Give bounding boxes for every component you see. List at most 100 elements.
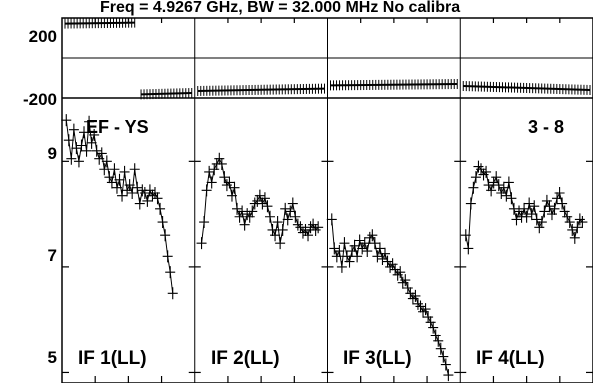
amp-line	[65, 120, 174, 294]
amp-point	[267, 223, 278, 236]
amp-point	[475, 163, 486, 176]
amp-point	[418, 305, 429, 318]
amp-point	[549, 202, 560, 215]
amp-point	[341, 250, 352, 263]
amp-point	[483, 179, 494, 192]
amplitude-series	[61, 114, 588, 382]
amp-point	[564, 216, 575, 229]
amp-point	[354, 234, 365, 247]
amp-point	[101, 155, 112, 168]
amp-point	[395, 266, 406, 279]
amp-point	[295, 221, 306, 234]
amp-point	[106, 176, 117, 189]
amp-point	[262, 200, 273, 213]
amp-point	[405, 287, 416, 300]
amp-point	[254, 189, 265, 202]
amp-point	[524, 197, 535, 210]
amp-point	[514, 205, 525, 218]
amp-point	[117, 189, 128, 202]
amp-point	[285, 205, 296, 218]
amp-point	[264, 210, 275, 223]
amp-point	[61, 114, 72, 127]
phase-series	[64, 17, 591, 100]
amp-point	[209, 163, 220, 176]
amp-point	[501, 189, 512, 202]
amp-tick-label-9: 9	[48, 144, 57, 163]
amp-point	[412, 297, 423, 310]
amp-point	[478, 168, 489, 181]
amp-point	[557, 197, 568, 210]
amp-point	[387, 258, 398, 271]
amp-point	[308, 218, 319, 231]
amp-point	[534, 221, 545, 234]
amp-point	[428, 321, 439, 334]
amp-point	[242, 208, 253, 221]
amp-point	[79, 126, 90, 139]
amp-point	[239, 218, 250, 231]
axis-tick-labels: 200 -200 9 7 5	[23, 27, 57, 367]
amp-point	[244, 210, 255, 223]
amp-point	[334, 245, 345, 258]
amp-point	[221, 179, 232, 192]
amp-point	[364, 231, 375, 244]
amp-point	[552, 192, 563, 205]
amp-point	[336, 260, 347, 273]
amp-tick-label-5: 5	[48, 348, 57, 367]
amp-point	[81, 144, 92, 157]
amp-point	[488, 176, 499, 189]
panel-label-if3: IF 3(LL)	[343, 348, 412, 369]
amp-point	[280, 202, 291, 215]
amp-point	[132, 181, 143, 194]
amp-point	[460, 229, 471, 242]
amp-point	[303, 229, 314, 242]
amp-point	[390, 263, 401, 276]
amp-point	[204, 165, 215, 178]
annotations: EF - YS 3 - 8 IF 1(LL) IF 2(LL) IF 3(LL)…	[78, 117, 564, 369]
amp-point	[425, 316, 436, 329]
amp-point	[369, 237, 380, 250]
amp-point	[392, 268, 403, 281]
amp-point	[531, 213, 542, 226]
amp-point	[270, 229, 281, 242]
amp-point	[96, 147, 107, 160]
phase-tick-label-top: 200	[29, 27, 57, 46]
amp-point	[165, 266, 176, 279]
amp-point	[541, 194, 552, 207]
amp-point	[521, 210, 532, 223]
amp-point	[229, 181, 240, 194]
amp-point	[237, 205, 248, 218]
amp-point	[152, 192, 163, 205]
amp-point	[430, 329, 441, 342]
amp-point	[226, 189, 237, 202]
amp-point	[84, 115, 95, 128]
amp-point	[438, 350, 449, 363]
amp-point	[290, 210, 301, 223]
amp-point	[491, 171, 502, 184]
panel-label-if1: IF 1(LL)	[78, 348, 147, 369]
amp-point	[257, 197, 268, 210]
panel-frames	[61, 17, 593, 383]
amp-point	[224, 176, 235, 189]
amp-point	[329, 242, 340, 255]
amp-point	[297, 226, 308, 239]
amp-point	[199, 216, 210, 229]
amp-point	[362, 245, 373, 258]
baseline-label: EF - YS	[86, 117, 149, 137]
amp-point	[503, 176, 514, 189]
amp-point	[569, 231, 580, 244]
amp-point	[206, 176, 217, 189]
amp-point	[287, 197, 298, 210]
amp-point	[160, 229, 171, 242]
phase-line	[141, 92, 192, 96]
amp-point	[481, 165, 492, 178]
amp-point	[402, 282, 413, 294]
amp-point	[443, 369, 454, 382]
amp-point	[122, 184, 133, 197]
amp-point	[511, 213, 522, 226]
amp-point	[559, 205, 570, 218]
amp-point	[114, 173, 125, 186]
amp-point	[339, 237, 350, 250]
amp-point	[529, 200, 540, 213]
amp-point	[139, 187, 150, 199]
